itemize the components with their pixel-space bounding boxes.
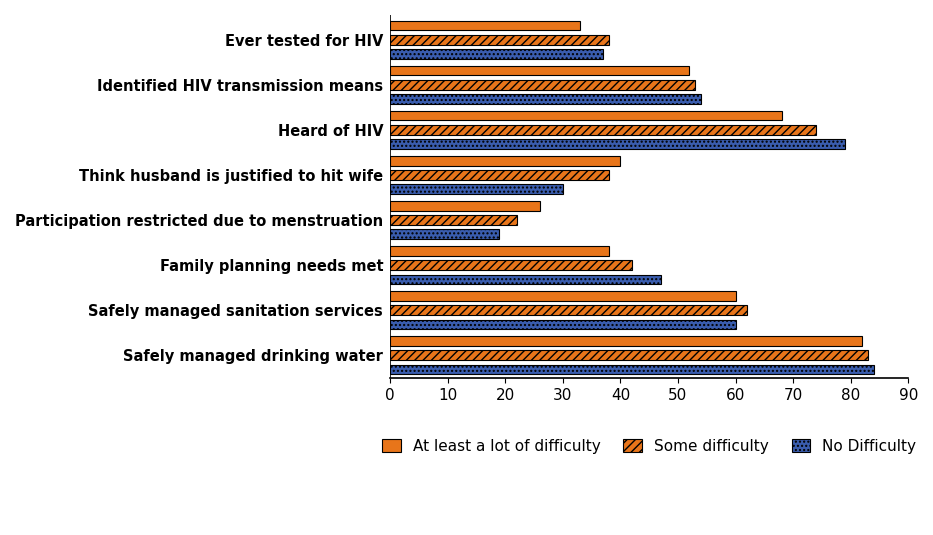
Bar [390, 336, 862, 346]
Bar [390, 274, 661, 284]
Bar [390, 139, 845, 149]
Bar [390, 170, 609, 180]
Bar [390, 185, 563, 194]
Bar [390, 125, 816, 135]
Legend: At least a lot of difficulty, Some difficulty, No Difficulty: At least a lot of difficulty, Some diffi… [376, 433, 923, 460]
Bar [390, 201, 540, 211]
Bar [390, 291, 735, 301]
Bar [390, 350, 868, 360]
Bar [390, 260, 632, 270]
Bar [390, 156, 620, 165]
Bar [390, 35, 609, 44]
Bar [390, 215, 517, 225]
Bar [390, 49, 603, 59]
Bar [390, 80, 695, 90]
Bar [390, 94, 701, 104]
Bar [390, 66, 689, 75]
Bar [390, 305, 747, 315]
Bar [390, 246, 609, 256]
Bar [390, 111, 782, 120]
Bar [390, 319, 735, 329]
Bar [390, 230, 499, 239]
Bar [390, 365, 874, 374]
Bar [390, 21, 580, 30]
